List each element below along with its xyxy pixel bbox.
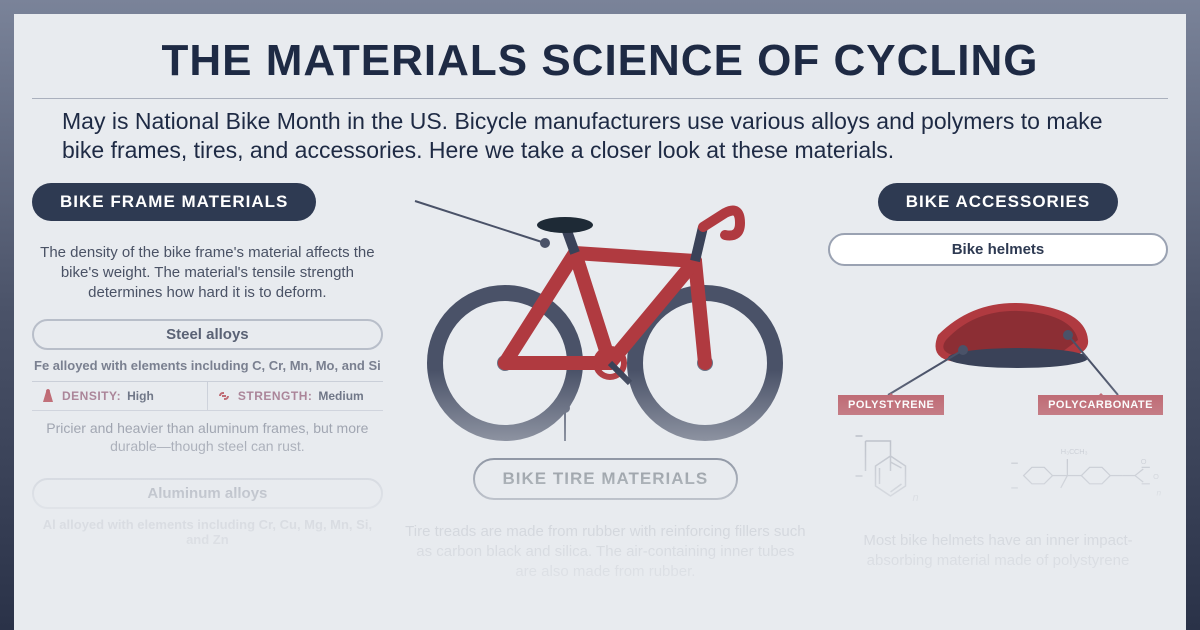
accessories-desc: Most bike helmets have an inner impact-a… — [828, 521, 1168, 588]
tire-desc: Tire treads are made from rubber with re… — [401, 512, 810, 599]
material-composition: Fe alloyed with elements including C, Cr… — [32, 358, 383, 373]
page-title: THE MATERIALS SCIENCE OF CYCLING — [14, 14, 1186, 98]
frame-column: BIKE FRAME MATERIALS The density of the … — [32, 183, 383, 599]
tire-header: BIKE TIRE MATERIALS — [473, 458, 739, 500]
frame-desc: The density of the bike frame's material… — [32, 233, 383, 320]
property-row: DENSITY: High STRENGTH: Medium — [32, 381, 383, 411]
svg-text:n: n — [913, 492, 919, 504]
polycarbonate-structure: H₃C CH₃ O O n — [1003, 426, 1168, 521]
weight-icon — [40, 388, 56, 404]
material-name: Aluminum alloys — [32, 478, 383, 509]
material-card: Aluminum alloys Al alloyed with elements… — [32, 478, 383, 547]
accessories-sub: Bike helmets — [828, 233, 1168, 266]
density-cell: DENSITY: High — [32, 382, 208, 410]
material-desc: Pricier and heavier than aluminum frames… — [32, 411, 383, 463]
accessories-column: BIKE ACCESSORIES Bike helmets POLYSTYREN… — [828, 183, 1168, 599]
subtitle: May is National Bike Month in the US. Bi… — [32, 98, 1168, 183]
helmet-illustration: POLYSTYRENE POLYCARBONATE — [828, 280, 1168, 420]
bike-illustration — [401, 183, 810, 448]
frame-header: BIKE FRAME MATERIALS — [32, 183, 316, 221]
main-panel: THE MATERIALS SCIENCE OF CYCLING May is … — [14, 14, 1186, 630]
polystyrene-structure: n — [828, 426, 993, 521]
material-tag: POLYSTYRENE — [838, 395, 944, 415]
svg-text:n: n — [1156, 488, 1161, 497]
bike-column: BIKE TIRE MATERIALS Tire treads are made… — [401, 183, 810, 599]
accessories-header: BIKE ACCESSORIES — [878, 183, 1118, 221]
content-columns: BIKE FRAME MATERIALS The density of the … — [14, 183, 1186, 599]
svg-text:O: O — [1153, 471, 1159, 480]
material-composition: Al alloyed with elements including Cr, C… — [32, 517, 383, 547]
material-tag: POLYCARBONATE — [1038, 395, 1163, 415]
tire-section: BIKE TIRE MATERIALS Tire treads are made… — [401, 458, 810, 599]
svg-text:H₃C: H₃C — [1061, 447, 1075, 456]
material-card: Steel alloys Fe alloyed with elements in… — [32, 319, 383, 463]
svg-text:O: O — [1141, 457, 1147, 466]
strength-cell: STRENGTH: Medium — [208, 382, 383, 410]
chemical-structures: n — [828, 426, 1168, 521]
material-name: Steel alloys — [32, 319, 383, 350]
svg-text:CH₃: CH₃ — [1074, 447, 1088, 456]
link-icon — [216, 388, 232, 404]
